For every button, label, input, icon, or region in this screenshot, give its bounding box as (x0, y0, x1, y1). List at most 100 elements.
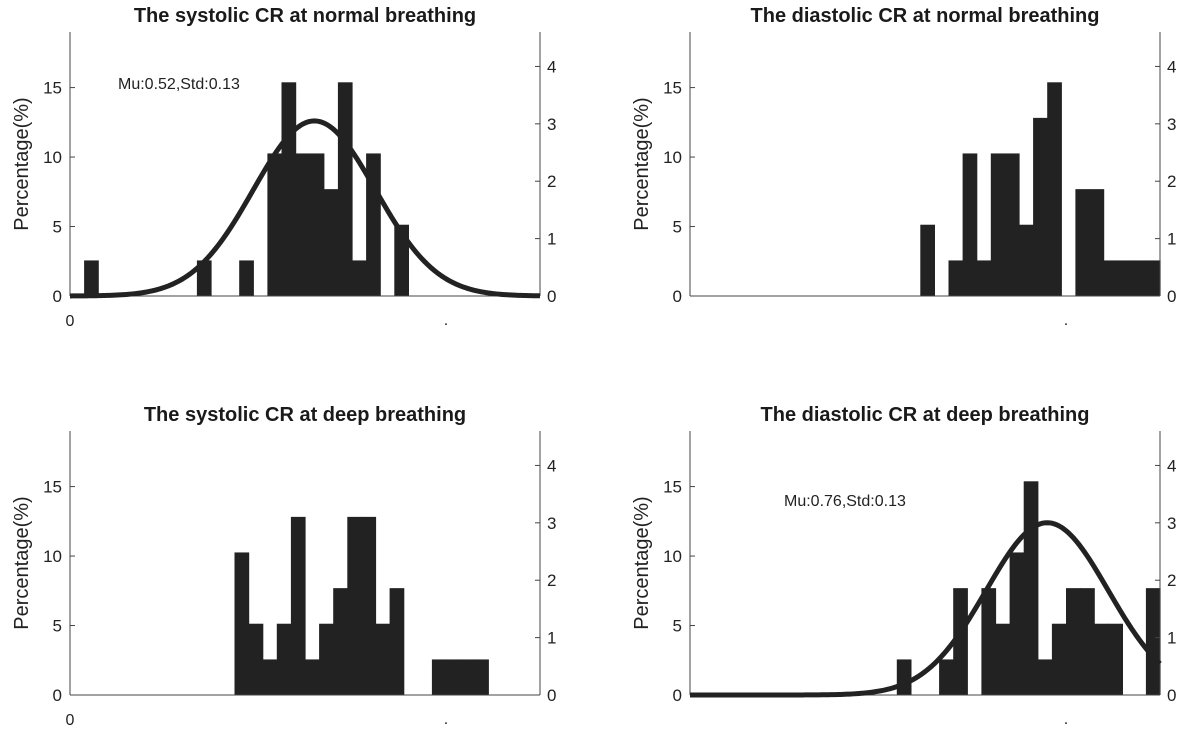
histogram-bar (1037, 659, 1053, 695)
normal-fit-curve (69, 118, 541, 299)
histogram-bar (939, 659, 954, 695)
y-tick-label: 10 (43, 547, 62, 566)
histogram-bar (1051, 623, 1067, 695)
x-tick-label: 0 (66, 313, 75, 330)
y2-tick-label: 3 (1167, 514, 1176, 533)
histogram-bar (319, 623, 334, 695)
x-tick-label: 0 (66, 712, 75, 729)
x-tick-label: . (444, 312, 448, 329)
histogram-bar (290, 516, 306, 695)
histogram-bar (1047, 82, 1062, 296)
y2-tick-label: 1 (547, 629, 556, 648)
y2-tick-label: 4 (1167, 57, 1176, 76)
y-tick-label: 15 (663, 79, 682, 98)
histogram-bar (1145, 260, 1161, 296)
y2-tick-label: 0 (1167, 287, 1176, 306)
histogram-bar (1131, 260, 1147, 296)
histogram-bar (1075, 189, 1091, 296)
histogram-bar (267, 153, 283, 296)
y-tick-label: 15 (663, 478, 682, 497)
panel-1: 0 5 10 15 0 1 2 3 4 0 . The systolic CR at normal b… (11, 5, 556, 330)
y2-tick-label: 0 (547, 686, 556, 705)
histogram-bar (953, 588, 968, 695)
histogram-bar (262, 659, 278, 695)
y-tick-label: 10 (663, 547, 682, 566)
y-tick-label: 5 (53, 218, 62, 237)
y2-tick-label: 1 (1167, 629, 1176, 648)
y-tick-label: 5 (673, 617, 682, 636)
panel-2: 0 5 10 15 0 1 2 3 4. The diastolic CR at normal b… (631, 5, 1176, 329)
y2-tick-label: 3 (547, 514, 556, 533)
y-tick-label: 0 (673, 686, 682, 705)
histogram-bar (352, 260, 367, 296)
histogram-bar (1009, 552, 1025, 695)
histogram-bar (474, 659, 489, 695)
histogram-bar (995, 623, 1011, 695)
x-tick-label: . (1064, 711, 1068, 728)
chart-title: The systolic CR at deep breathing (144, 404, 466, 426)
histogram-bar (361, 516, 377, 695)
histogram-bar (281, 82, 297, 296)
normal-fit-curve (689, 520, 1162, 698)
fit-annotation: Mu:0.52,Std:0.13 (118, 76, 240, 93)
histogram-bar (1145, 588, 1161, 695)
histogram-bar (1033, 117, 1048, 296)
histogram-bar (333, 588, 348, 695)
histogram-bar (337, 82, 353, 296)
histogram-bar (84, 260, 99, 296)
histogram-bar (389, 588, 405, 695)
y-axis-label: Percentage(%) (631, 496, 653, 629)
fit-annotation: Mu:0.76,Std:0.13 (784, 493, 906, 510)
histogram-bar (896, 659, 912, 695)
y2-tick-label: 2 (547, 172, 556, 191)
y2-tick-label: 0 (547, 287, 556, 306)
y-tick-label: 10 (663, 148, 682, 167)
y-tick-label: 0 (673, 287, 682, 306)
chart-title: The diastolic CR at normal breathing (751, 5, 1100, 27)
histogram-bar (394, 224, 409, 296)
y2-tick-label: 0 (1167, 686, 1176, 705)
histogram-bar (1004, 153, 1020, 296)
histogram-bar (309, 153, 325, 296)
histogram-bar (1117, 260, 1133, 296)
y-axis-label: Percentage(%) (631, 97, 653, 230)
histogram-bar (1023, 481, 1039, 695)
y-axis-label: Percentage(%) (11, 496, 33, 629)
chart-title: The systolic CR at normal breathing (134, 5, 476, 27)
y2-tick-label: 3 (1167, 115, 1176, 134)
histogram-bar (460, 659, 475, 695)
histogram-bar (976, 260, 992, 296)
histogram-bar (1103, 260, 1119, 296)
histogram-bar (375, 623, 391, 695)
panel-3: 0 5 10 15 0 1 2 3 4 0 . The systolic CR at deep bre… (11, 404, 556, 729)
histogram-bar (446, 659, 461, 695)
y2-tick-label: 1 (547, 230, 556, 249)
y2-tick-label: 3 (547, 115, 556, 134)
histogram-bar (1019, 224, 1034, 296)
histogram-bar (305, 659, 320, 695)
histogram-bar (234, 552, 250, 695)
histogram-bar (948, 260, 964, 296)
y2-tick-label: 4 (1167, 456, 1176, 475)
histogram-bar (276, 623, 292, 695)
histogram-bar (347, 516, 362, 695)
histogram-bar (981, 588, 997, 695)
y-tick-label: 15 (43, 79, 62, 98)
panel-4: 0 5 10 15 0 1 2 3 4. The diastolic CR at deep bre… (631, 404, 1176, 728)
y-tick-label: 0 (53, 686, 62, 705)
y2-tick-label: 2 (547, 571, 556, 590)
y2-tick-label: 2 (1167, 571, 1176, 590)
y-tick-label: 10 (43, 148, 62, 167)
y2-tick-label: 1 (1167, 230, 1176, 249)
histogram-bar (1108, 623, 1123, 695)
y2-tick-label: 2 (1167, 172, 1176, 191)
histogram-bar (431, 659, 447, 695)
histogram-bar (239, 260, 254, 296)
y-axis-label: Percentage(%) (11, 97, 33, 230)
chart-title: The diastolic CR at deep breathing (761, 404, 1090, 426)
histogram-bar (323, 189, 339, 296)
histogram-bar (248, 623, 264, 695)
histogram-bar (1089, 189, 1105, 296)
histogram-bar (1094, 623, 1109, 695)
